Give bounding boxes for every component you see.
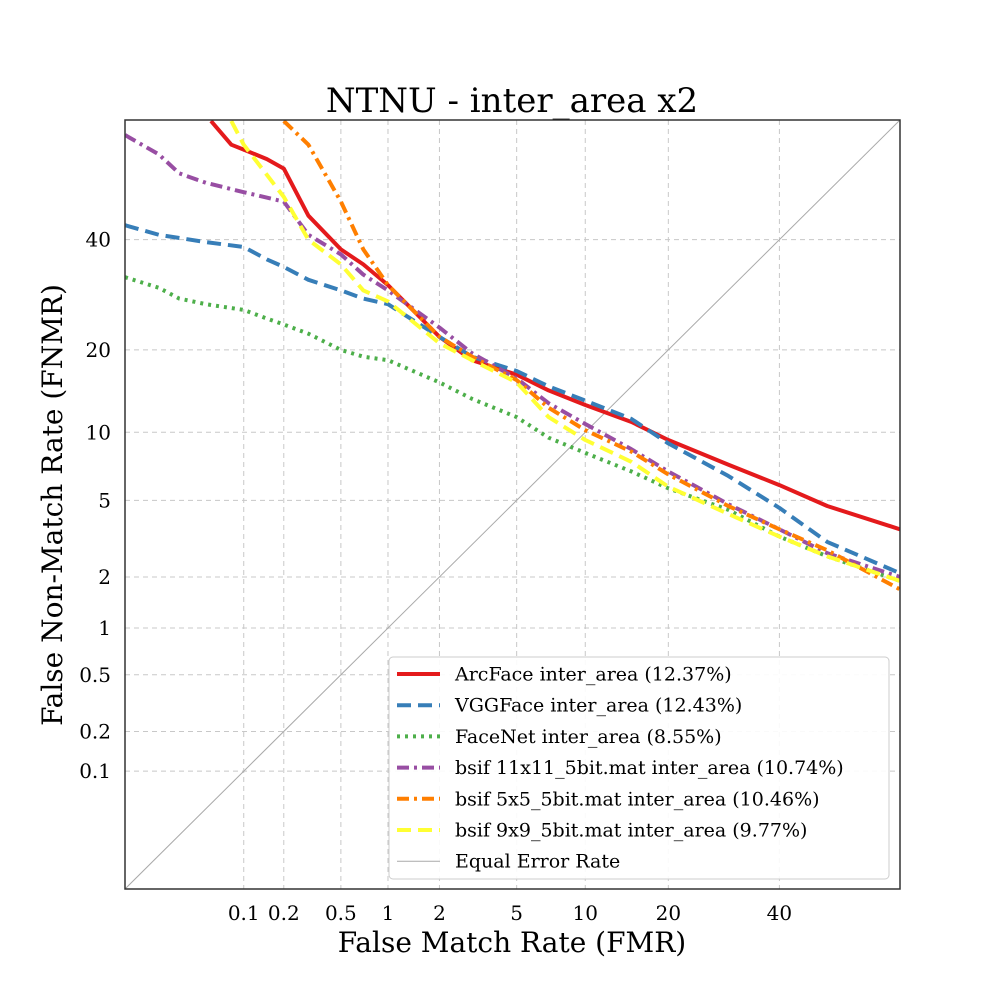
y-tick-label: 1 xyxy=(98,616,111,640)
legend-entry: ArcFace inter_area (12.37%) xyxy=(454,664,732,686)
x-tick-label: 0.2 xyxy=(268,901,300,925)
legend-entry: Equal Error Rate xyxy=(455,851,620,873)
y-axis-ticks: 0.1 0.2 0.5 1 2 5 10 20 40 xyxy=(79,228,111,784)
y-tick-label: 20 xyxy=(86,338,111,362)
x-tick-label: 10 xyxy=(573,901,598,925)
legend-entry: bsif 11x11_5bit.mat inter_area (10.74%) xyxy=(455,757,844,779)
x-tick-label: 20 xyxy=(656,901,681,925)
legend-entry: bsif 9x9_5bit.mat inter_area (9.77%) xyxy=(455,820,807,842)
x-tick-label: 5 xyxy=(510,901,523,925)
y-tick-label: 2 xyxy=(98,565,111,589)
series-line-6 xyxy=(125,120,900,889)
series-line-4 xyxy=(282,120,900,592)
y-tick-label: 0.2 xyxy=(79,719,111,743)
legend-box xyxy=(388,656,890,880)
y-tick-label: 40 xyxy=(86,228,111,252)
series-line-5 xyxy=(229,120,900,583)
plot-frame xyxy=(124,119,901,890)
y-axis-label: False Non-Match Rate (FNMR) xyxy=(36,284,69,726)
x-tick-label: 2 xyxy=(433,901,446,925)
y-tick-label: 0.1 xyxy=(79,759,111,783)
legend: ArcFace inter_area (12.37%) VGGFace inter… xyxy=(388,656,890,880)
legend-entry: VGGFace inter_area (12.43%) xyxy=(454,695,742,717)
plot-series xyxy=(125,120,900,889)
series-line-1 xyxy=(125,223,900,576)
y-tick-label: 10 xyxy=(86,420,111,444)
x-axis-ticks: 0.1 0.2 0.5 1 2 5 10 20 40 xyxy=(228,901,792,925)
x-tick-label: 0.5 xyxy=(325,901,357,925)
x-tick-label: 1 xyxy=(382,901,395,925)
legend-entry: FaceNet inter_area (8.55%) xyxy=(455,726,722,748)
chart-title: NTNU - inter_area x2 xyxy=(326,81,698,121)
x-axis-label: False Match Rate (FMR) xyxy=(338,926,686,959)
x-tick-label: 0.1 xyxy=(228,901,260,925)
legend-entry: bsif 5x5_5bit.mat inter_area (10.46%) xyxy=(455,788,820,810)
x-tick-label: 40 xyxy=(767,901,792,925)
series-line-2 xyxy=(125,275,900,583)
y-tick-label: 0.5 xyxy=(79,663,111,687)
y-tick-label: 5 xyxy=(98,488,111,512)
series-line-0 xyxy=(209,120,900,532)
